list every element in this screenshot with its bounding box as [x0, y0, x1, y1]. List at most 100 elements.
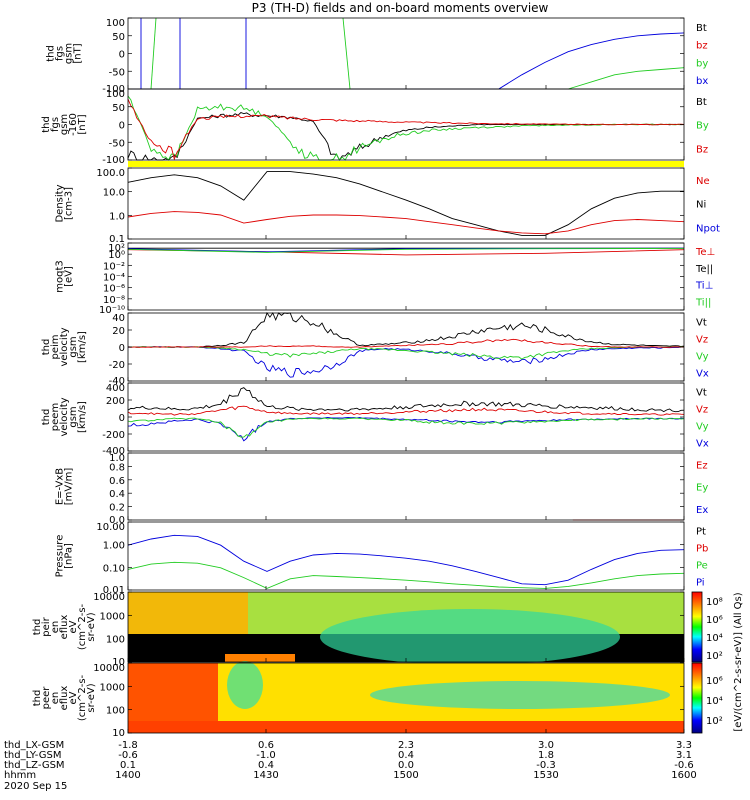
y-tick-label: 20	[112, 326, 125, 337]
y-tick-label: 10⁰	[108, 250, 125, 261]
y-tick-label: 10⁻⁸	[103, 295, 125, 306]
footer-value: 1430	[253, 770, 278, 781]
y-label-line: thd	[32, 690, 43, 707]
series-line-Vz	[127, 405, 685, 416]
y-label-line: [nPa]	[64, 543, 75, 569]
y-tick-label: 1.00	[103, 541, 125, 552]
y-tick-label: 0	[119, 121, 125, 132]
legend-entry: Vz	[696, 404, 708, 415]
y-tick-label: 50	[112, 103, 125, 114]
footer-value: 1400	[115, 770, 140, 781]
y-tick-label: 10⁻⁶	[103, 284, 125, 295]
y-label-line: eflux	[59, 686, 70, 711]
legend-entry: Ex	[696, 505, 708, 516]
y-label-line: thd	[41, 339, 52, 356]
peer-spectrogram-fill	[370, 681, 670, 709]
legend-entry: Vy	[696, 351, 709, 362]
footer-row-label: thd_LY-GSM	[4, 750, 61, 761]
panel-frame	[127, 167, 685, 240]
footer-value: 0.0	[398, 760, 414, 771]
peer-spectrogram-fill	[227, 661, 263, 709]
y-tick-label: 100.0	[96, 168, 125, 179]
y-tick-label: 400	[106, 383, 125, 394]
series-line-Vy	[127, 417, 685, 438]
footer-value: 0.1	[120, 760, 136, 771]
y-label-line: [km/s]	[77, 401, 88, 433]
y-label-line: [mV/m]	[64, 468, 75, 506]
legend-entry: Vt	[696, 387, 707, 398]
y-tick-label: 0.6	[109, 476, 125, 487]
colorbar: 10⁸ 10⁶ 10⁴ 10² 10⁶ 10⁴ 10² [eV/(cm^2-s-…	[691, 591, 744, 734]
y-label-line: en	[50, 692, 61, 705]
y-label-line: sr-eV)	[86, 612, 97, 641]
y-tick-label: -50	[109, 67, 125, 78]
y-label-line: (cm^2-s-	[77, 603, 88, 650]
legend-entry: Ez	[696, 460, 708, 471]
footer-value: 0.6	[258, 740, 274, 751]
footer-value: 2.3	[398, 740, 414, 751]
series-line-Vt	[127, 312, 685, 348]
series-line-Vz	[127, 338, 685, 348]
peir-spectrogram-fill	[128, 592, 248, 634]
y-tick-label: -100	[102, 84, 125, 95]
y-axis-label: E=-VxB[mV/m]	[55, 468, 75, 506]
frames-layer: 100500-50-100thdfgsgsm[nT]Btbzbybx100500…	[32, 17, 720, 739]
legend-entry: Pi	[696, 577, 705, 588]
y-label-line: fgs	[50, 117, 61, 132]
footer-value: -0.3	[536, 760, 556, 771]
footer-value: 1600	[671, 770, 696, 781]
y-tick-label: 100	[106, 18, 125, 29]
legend-entry: Vy	[696, 421, 709, 432]
marks-layer	[127, 17, 685, 589]
series-line-by	[150, 17, 157, 90]
y-label-line: thd	[41, 116, 52, 133]
peir-spectrogram-fill	[320, 609, 620, 665]
y-tick-label: 10	[112, 728, 125, 739]
y-tick-label: 0.0	[109, 515, 125, 526]
y-label-line: Pressure	[55, 535, 66, 578]
y-tick-label: 10.00	[96, 522, 125, 533]
y-label-line: sr-eV)	[86, 683, 97, 712]
legend-entry: Pb	[696, 543, 708, 554]
legend-entry: Pe	[696, 560, 708, 571]
y-label-line: [nT]	[73, 43, 84, 63]
legend-entry: Bt	[696, 97, 707, 108]
y-tick-label: 1.0	[109, 453, 125, 464]
series-line-Bz	[127, 99, 685, 161]
legend-entry: bx	[696, 76, 708, 87]
y-label-line: [km/s]	[77, 331, 88, 363]
series-line-Ne	[127, 211, 685, 235]
y-label-line: thd	[46, 45, 57, 62]
footer-value: -1.8	[118, 740, 138, 751]
legend-entry: Npot	[696, 223, 720, 234]
legend-entry: Ne	[696, 176, 710, 187]
colorbar-lower	[691, 662, 703, 734]
y-label-line: E=-VxB	[55, 468, 66, 505]
y-label-line: gsm	[59, 114, 70, 135]
y-label-line: [nT]	[77, 114, 88, 134]
y-label-line: fgs	[55, 46, 66, 61]
series-line-Ti	[127, 247, 685, 253]
y-tick-label: 0	[119, 50, 125, 61]
y-tick-label: 50	[112, 32, 125, 43]
footer-value: 1530	[533, 770, 558, 781]
series-line-bx	[128, 32, 685, 90]
colorbar-tick: 10⁴	[706, 633, 723, 644]
series-line-Ni	[127, 171, 684, 236]
footer-value: 0.4	[398, 750, 414, 761]
y-label-line: [cm-3]	[64, 187, 75, 220]
y-tick-label: 10⁻²	[103, 261, 125, 272]
footer-row-label: thd_LX-GSM	[4, 740, 64, 751]
y-label-line: peir	[41, 616, 52, 636]
y-label-line: (cm^2-s-	[77, 674, 88, 721]
panel-frame	[127, 452, 685, 521]
panel-frame	[127, 17, 685, 90]
y-tick-label: 100	[106, 635, 125, 646]
y-label-line: eV	[68, 691, 79, 704]
ephemeris-footer: thd_LX-GSM thd_LY-GSM thd_LZ-GSM hhmm 20…	[4, 740, 697, 792]
y-label-line: peim	[50, 334, 61, 359]
y-tick-label: 10⁻¹⁰	[99, 305, 125, 316]
y-label-line: -160	[68, 113, 79, 136]
panels-layer	[128, 161, 684, 733]
